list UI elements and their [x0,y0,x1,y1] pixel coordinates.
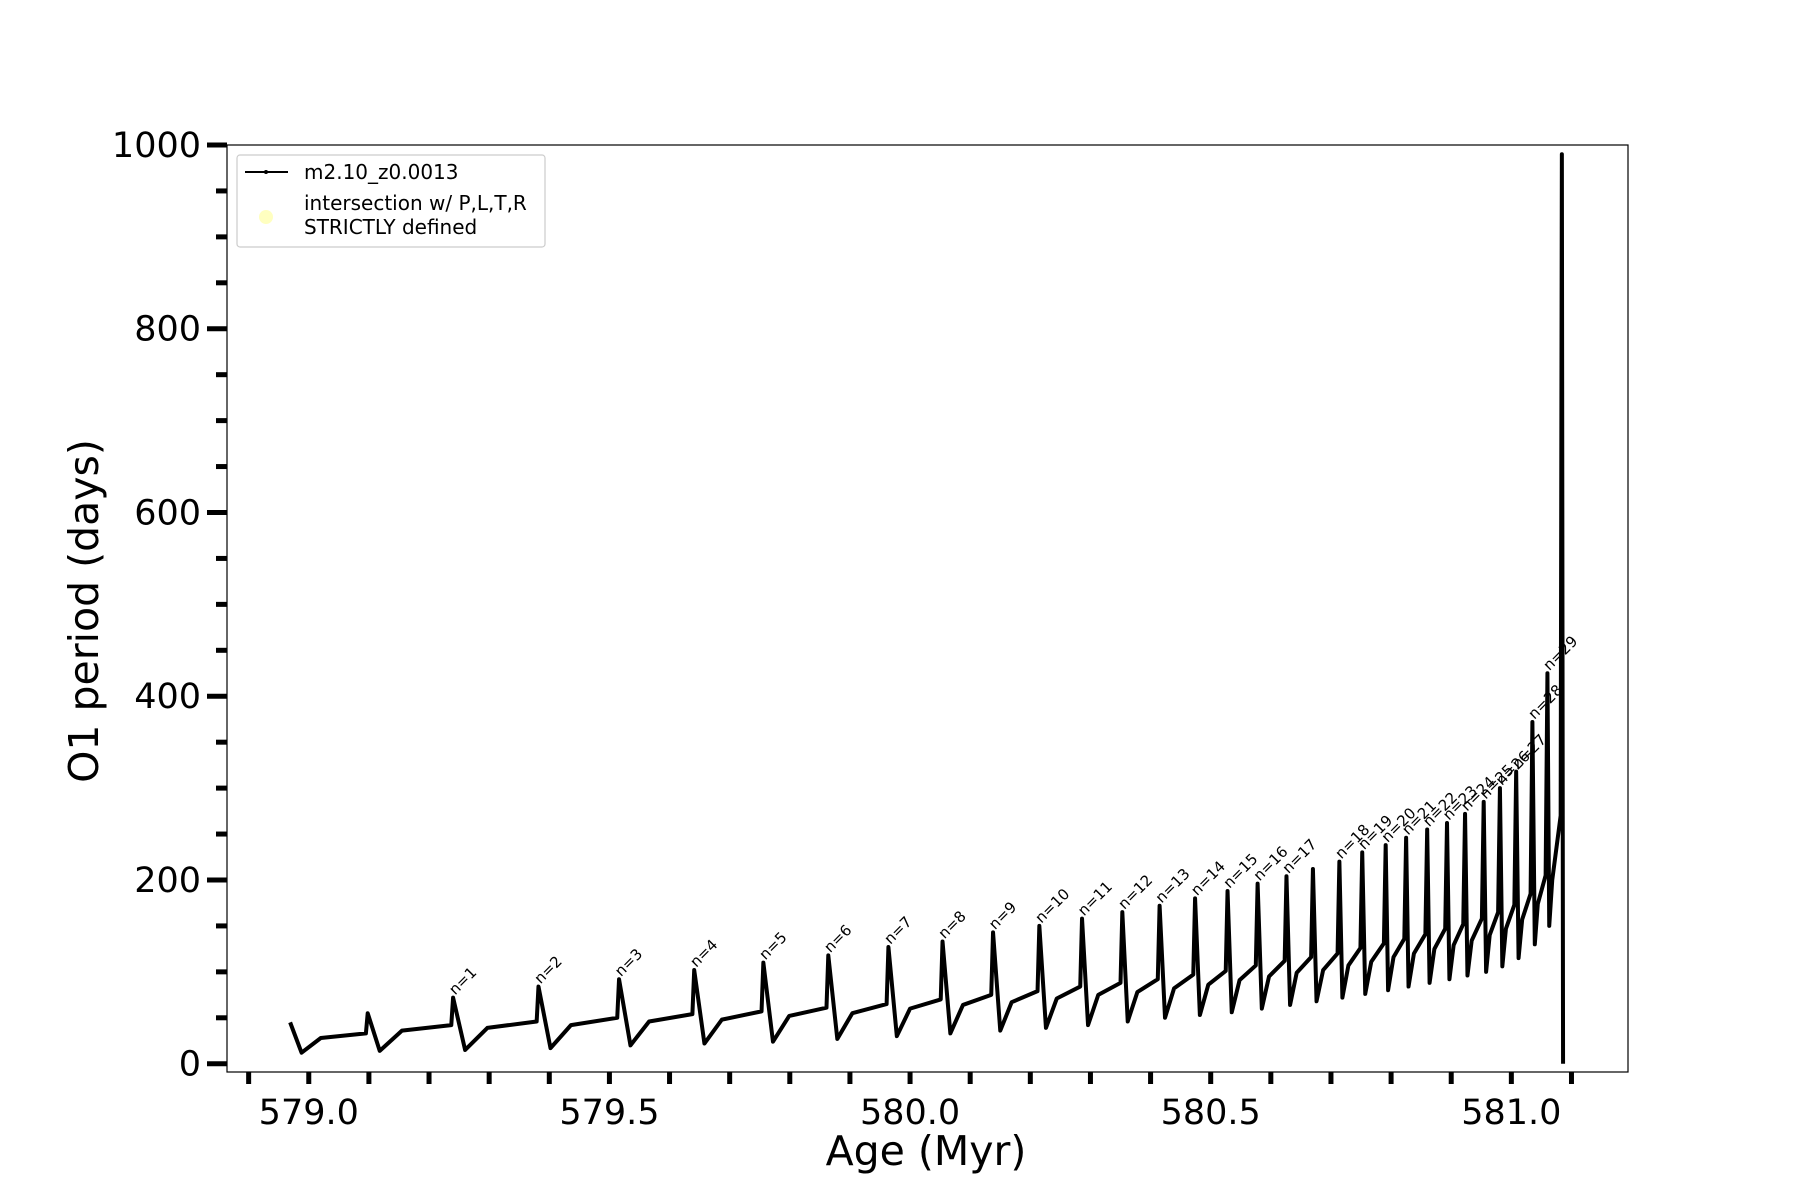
legend-label: m2.10_z0.0013 [304,160,459,184]
y-tick-label: 1000 [112,126,201,166]
legend-marker [264,170,268,174]
x-tick-label: 580.5 [1161,1093,1261,1133]
legend-box [236,154,546,248]
y-axis-label: O1 period (days) [60,439,108,783]
series-line [288,152,1566,1064]
x-axis-label: Age (Myr) [826,1127,1027,1175]
y-tick-label: 0 [179,1045,201,1085]
legend-label: intersection w/ P,L,T,R STRICTLY defined [304,191,527,239]
y-tick-label: 800 [134,310,201,350]
legend-marker [259,210,273,224]
y-tick-label: 400 [134,677,201,717]
x-tick-label: 579.5 [559,1093,659,1133]
legend: m2.10_z0.0013 intersection w/ P,L,T,R STRI… [236,154,546,248]
plot-frame [226,144,1629,1073]
x-tick-label: 580.0 [860,1093,960,1133]
y-tick-label: 600 [134,493,201,533]
y-tick-label: 200 [134,861,201,901]
x-tick-label: 579.0 [259,1093,359,1133]
x-tick-label: 581.0 [1461,1093,1561,1133]
